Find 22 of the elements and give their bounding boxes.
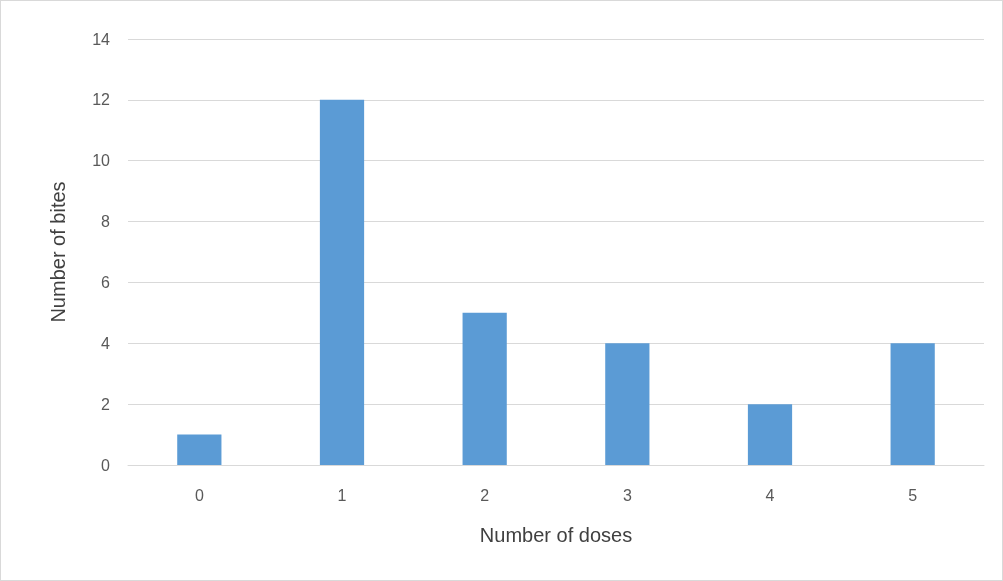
x-tick-label: 1: [337, 486, 347, 504]
y-tick-label: 2: [101, 395, 111, 413]
x-tick-label: 0: [194, 486, 204, 504]
x-tick-label: 4: [765, 486, 775, 504]
bar: [890, 343, 935, 465]
bar: [605, 343, 650, 465]
bar: [319, 99, 365, 465]
bar: [747, 404, 793, 465]
y-axis-title: Number of bites: [47, 181, 69, 323]
x-axis-title: Number of doses: [479, 524, 633, 546]
y-tick-label: 6: [101, 273, 111, 291]
bar: [462, 312, 507, 465]
x-tick-label: 3: [622, 486, 632, 504]
x-tick-label: 5: [908, 486, 918, 504]
y-tick-label: 12: [92, 91, 111, 109]
y-tick-label: 10: [92, 152, 111, 170]
y-tick-label: 4: [101, 334, 111, 352]
y-tick-label: 14: [92, 30, 111, 48]
bar: [177, 434, 222, 465]
x-tick-label: 2: [480, 486, 490, 504]
y-tick-label: 8: [101, 213, 111, 231]
y-tick-label: 0: [101, 456, 111, 474]
